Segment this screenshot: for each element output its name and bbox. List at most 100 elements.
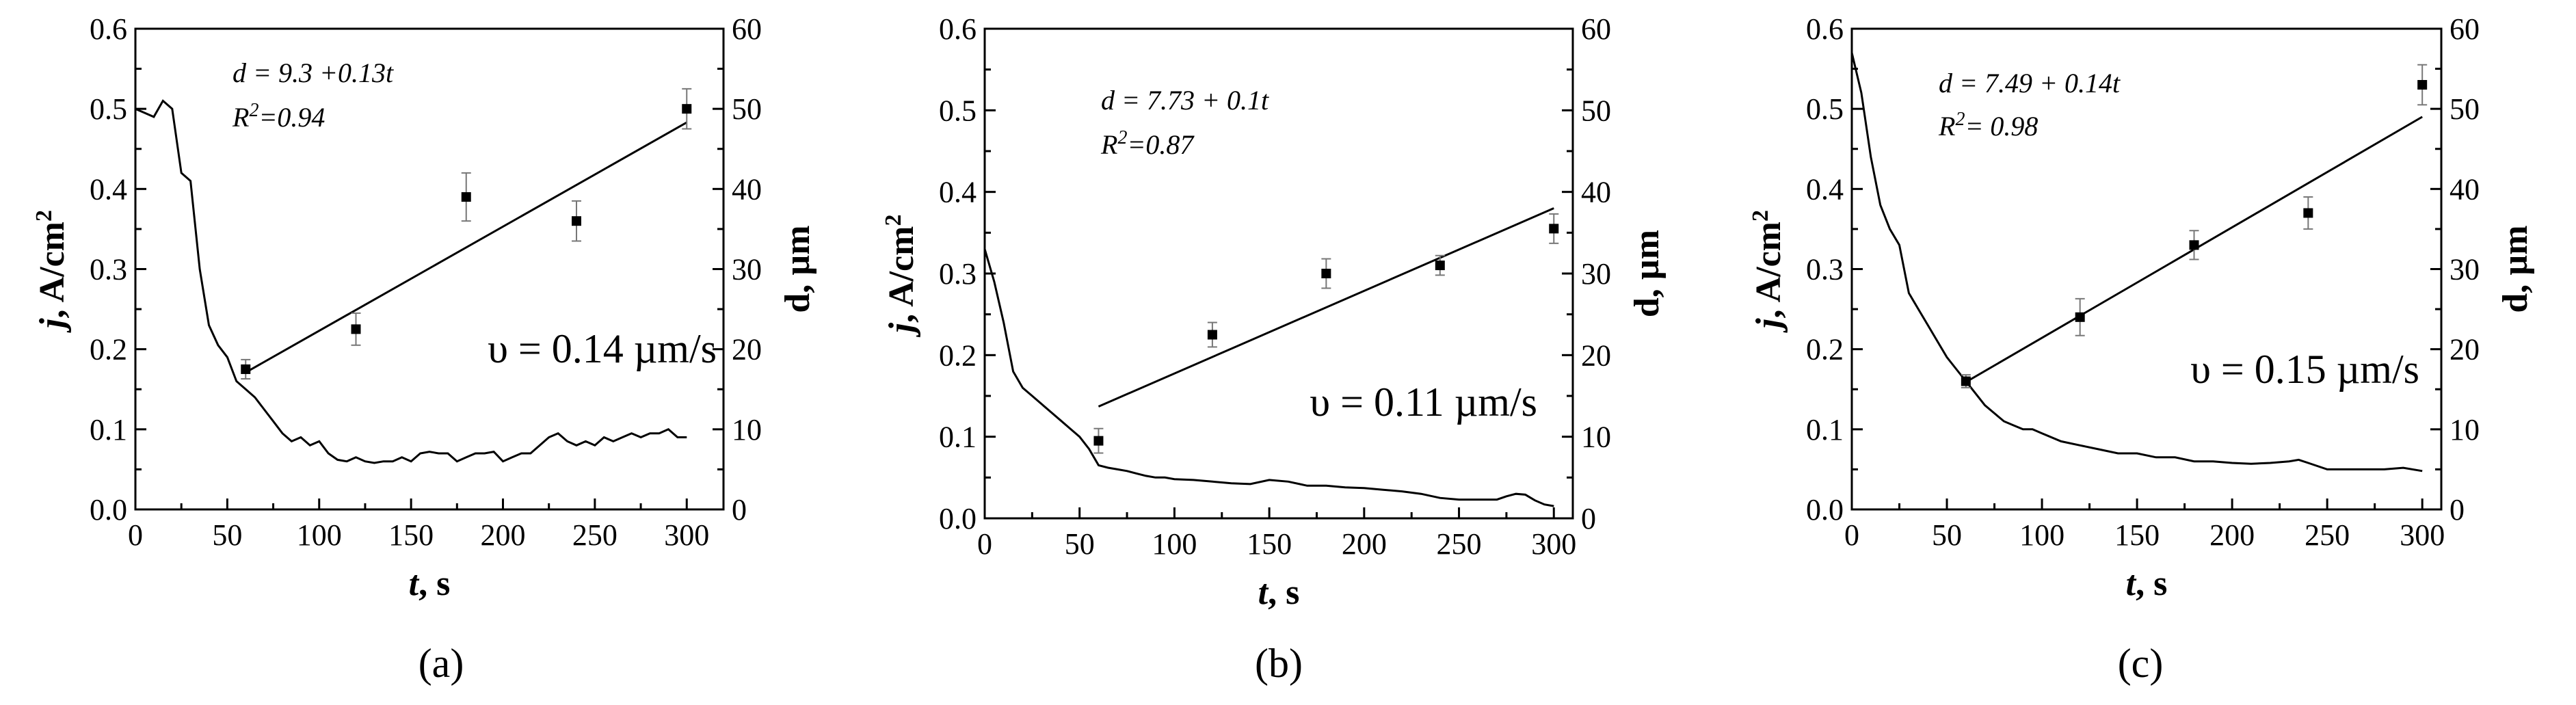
y-right-tick-label: 20 xyxy=(2449,333,2480,367)
r-squared-prefix: R xyxy=(232,102,249,133)
fit-equation: d = 7.49 + 0.14t xyxy=(1939,68,2121,98)
fit-line xyxy=(245,121,687,373)
y-left-axis-symbol: j xyxy=(882,322,921,337)
y-left-tick-label: 0.0 xyxy=(90,493,127,527)
y-left-axis-unit-sup: 2 xyxy=(881,215,906,226)
thickness-point xyxy=(1435,261,1445,271)
x-axis-unit: , s xyxy=(2136,564,2167,603)
y-left-axis-symbol: j xyxy=(1749,318,1788,333)
r-squared-prefix: R xyxy=(1100,129,1117,160)
current-density-line xyxy=(1850,52,2423,473)
plot-frame xyxy=(1850,27,2443,511)
y-right-tick-label: 40 xyxy=(1581,176,1611,209)
y-right-axis-label: d, µm xyxy=(2496,225,2535,312)
y-left-axis-label: j, A/cm2 xyxy=(1748,210,1789,333)
r-squared-value: =0.94 xyxy=(258,102,325,133)
x-tick-label: 250 xyxy=(1437,527,1482,561)
y-left-tick-label: 0.6 xyxy=(90,12,127,46)
thickness-point xyxy=(572,216,581,226)
x-tick-label: 150 xyxy=(388,518,434,552)
r-squared-sup: 2 xyxy=(249,100,258,121)
y-left-tick-label: 0.2 xyxy=(939,338,977,372)
x-tick-label: 150 xyxy=(2114,518,2160,552)
thickness-point xyxy=(2189,240,2199,250)
x-tick-label: 0 xyxy=(128,518,143,552)
y-right-tick-label: 40 xyxy=(2449,172,2480,206)
thickness-point xyxy=(2417,80,2428,90)
y-right-tick-label: 0 xyxy=(1581,502,1596,535)
thickness-point xyxy=(1321,269,1331,278)
y-left-tick-label: 0.4 xyxy=(939,176,977,209)
x-tick-label: 200 xyxy=(1342,527,1387,561)
y-left-axis-unit: , A/cm xyxy=(1749,222,1788,319)
y-left-tick-label: 0.4 xyxy=(90,172,127,206)
x-tick-label: 200 xyxy=(481,518,526,552)
y-left-tick-label: 0.0 xyxy=(939,502,977,535)
y-left-axis-unit: , A/cm xyxy=(33,222,72,319)
panel-label: (a) xyxy=(419,641,464,686)
current-density-line xyxy=(135,99,687,464)
y-left-tick-label: 0.1 xyxy=(90,413,127,447)
y-right-axis-label: d, µm xyxy=(778,225,817,312)
r-squared-prefix: R xyxy=(1938,111,1955,142)
y-right-tick-label: 20 xyxy=(732,333,762,367)
y-right-tick-label: 60 xyxy=(1581,12,1611,46)
panel-label: (c) xyxy=(2118,641,2164,686)
y-left-tick-label: 0.5 xyxy=(939,94,977,127)
y-right-tick-label: 40 xyxy=(732,172,762,206)
y-left-tick-label: 0.4 xyxy=(1806,172,1844,206)
r-squared: R2= 0.98 xyxy=(1938,109,2038,142)
y-left-tick-label: 0.6 xyxy=(1806,12,1844,46)
r-squared-value: = 0.98 xyxy=(1965,111,2038,142)
y-left-tick-label: 0.2 xyxy=(90,333,127,367)
y-left-axis-label: j, A/cm2 xyxy=(31,210,72,333)
current-density-line xyxy=(983,248,1554,507)
y-left-tick-label: 0.3 xyxy=(939,257,977,291)
x-axis-label: t, s xyxy=(1258,573,1300,612)
y-right-tick-label: 30 xyxy=(732,253,762,287)
x-tick-label: 50 xyxy=(1932,518,1962,552)
panel-a: 0 50 100 150 200 250 3000.00.10.20.30.40.50.60… xyxy=(31,12,818,686)
y-right-tick-label: 0 xyxy=(732,493,747,527)
r-squared: R2=0.94 xyxy=(232,100,325,133)
thickness-point xyxy=(351,324,361,334)
thickness-point xyxy=(1093,436,1104,446)
x-tick-label: 200 xyxy=(2209,518,2255,552)
y-right-tick-label: 20 xyxy=(1581,338,1611,372)
thickness-point xyxy=(241,364,251,374)
r-squared-value: =0.87 xyxy=(1127,129,1195,160)
thickness-point xyxy=(682,104,692,114)
fit-line xyxy=(1098,207,1554,408)
y-right-tick-label: 60 xyxy=(2449,12,2480,46)
y-left-axis-symbol: j xyxy=(33,318,72,333)
growth-rate-label: υ = 0.14 µm/s xyxy=(488,326,717,371)
x-tick-label: 50 xyxy=(1065,527,1095,561)
panel-c: 0 50 100 150 200 250 3000.00.10.20.30.40.50.60… xyxy=(1748,12,2536,686)
panel-b: 0 50 100 150 200 250 3000.00.10.20.30.40.50.60… xyxy=(881,12,1667,686)
fit-equation: d = 7.73 + 0.1t xyxy=(1101,85,1269,116)
y-left-tick-label: 0.3 xyxy=(1806,253,1844,287)
y-left-tick-label: 0.1 xyxy=(939,421,977,454)
y-left-axis-unit-sup: 2 xyxy=(1748,210,1773,222)
x-axis-symbol: t xyxy=(1258,573,1269,612)
growth-rate-label: υ = 0.11 µm/s xyxy=(1310,380,1537,425)
y-right-tick-label: 30 xyxy=(1581,257,1611,291)
y-right-tick-label: 10 xyxy=(1581,421,1611,454)
r-squared-sup: 2 xyxy=(1117,127,1127,148)
fit-equation: d = 9.3 +0.13t xyxy=(233,57,394,88)
thickness-point xyxy=(2303,208,2313,218)
thickness-point xyxy=(1549,224,1559,234)
x-tick-label: 150 xyxy=(1247,527,1292,561)
y-right-tick-label: 0 xyxy=(2449,493,2465,527)
x-axis-label: t, s xyxy=(2126,564,2168,603)
x-tick-label: 300 xyxy=(1531,527,1576,561)
x-tick-label: 250 xyxy=(2305,518,2350,552)
thickness-point xyxy=(2075,312,2085,322)
x-tick-label: 0 xyxy=(1844,518,1859,552)
thickness-point xyxy=(1961,376,1971,386)
y-right-axis-label: d, µm xyxy=(1628,230,1667,317)
growth-rate-label: υ = 0.15 µm/s xyxy=(2190,347,2419,392)
x-axis-unit: , s xyxy=(419,564,450,603)
x-tick-label: 300 xyxy=(2400,518,2445,552)
